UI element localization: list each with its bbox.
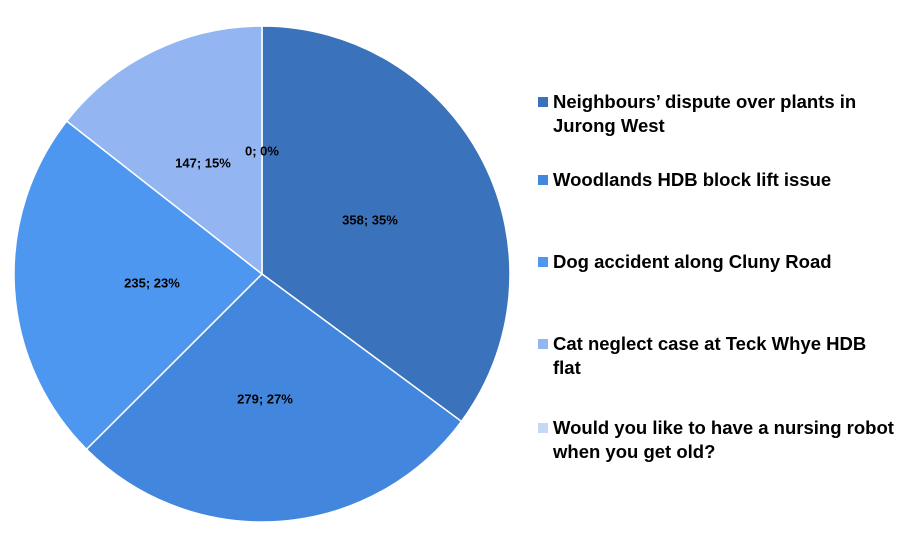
slice-data-label: 279; 27% — [237, 391, 293, 406]
pie-slice — [13, 120, 264, 451]
pie-slice — [65, 25, 263, 276]
legend-item: Would you like to have a nursing robot w… — [538, 416, 898, 464]
legend-swatch — [538, 423, 548, 433]
legend-label: Neighbours’ dispute over plants in Juron… — [553, 91, 857, 136]
pie-slice — [85, 273, 463, 523]
legend-swatch — [538, 175, 548, 185]
legend-label: Cat neglect case at Teck Whye HDB flat — [553, 333, 867, 378]
slice-data-label: 235; 23% — [124, 275, 180, 290]
slice-data-label: 0; 0% — [245, 143, 279, 158]
legend-swatch — [538, 339, 548, 349]
legend-item: Dog accident along Cluny Road — [538, 250, 832, 274]
legend-label: Dog accident along Cluny Road — [553, 251, 832, 272]
slice-data-label: 147; 15% — [175, 155, 231, 170]
pie-slice — [261, 25, 511, 423]
legend-item: Neighbours’ dispute over plants in Juron… — [538, 90, 898, 138]
legend-label: Would you like to have a nursing robot w… — [553, 417, 894, 462]
legend-label: Woodlands HDB block lift issue — [553, 169, 832, 190]
legend-swatch — [538, 257, 548, 267]
legend-swatch — [538, 97, 548, 107]
slice-data-label: 358; 35% — [342, 212, 398, 227]
legend-item: Woodlands HDB block lift issue — [538, 168, 831, 192]
legend-item: Cat neglect case at Teck Whye HDB flat — [538, 332, 898, 380]
